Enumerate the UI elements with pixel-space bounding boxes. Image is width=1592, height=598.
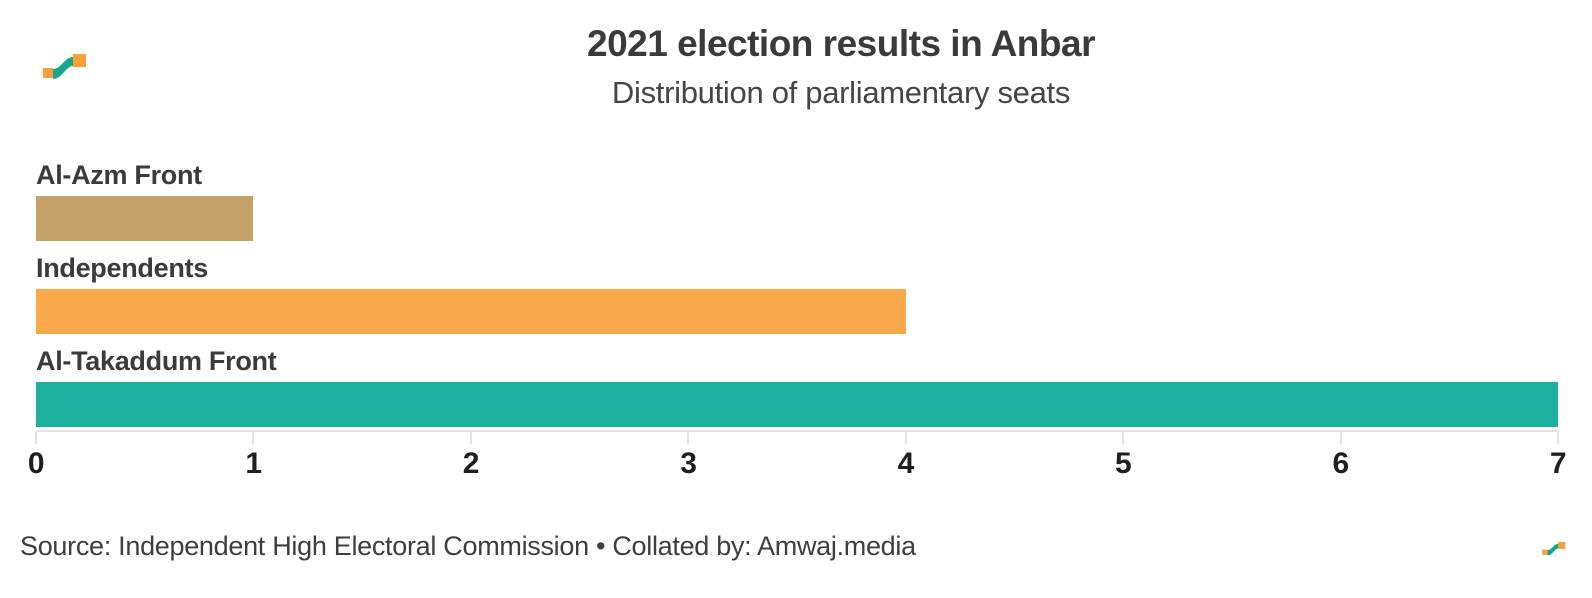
- bar-row-independents: Independents: [36, 253, 1558, 334]
- bar-label: Al-Takaddum Front: [36, 346, 277, 376]
- bar-label: Al-Azm Front: [36, 160, 202, 190]
- bar-al-azm-front: [36, 196, 254, 241]
- tick-label: 7: [1549, 447, 1567, 480]
- plot-area: Al-Azm Front Independents Al-Takaddum Fr…: [36, 160, 1558, 427]
- tick-mark: [1557, 432, 1559, 444]
- tick-mark: [1339, 432, 1342, 444]
- tick-label: 1: [245, 447, 262, 480]
- bar-label: Independents: [36, 253, 208, 283]
- amwaj-logo-icon: [43, 54, 86, 79]
- logo-square-large: [73, 54, 86, 67]
- bar-al-takaddum-front: [36, 382, 1558, 427]
- logo-square-small: [43, 68, 53, 78]
- tick-label: 0: [27, 447, 45, 480]
- amwaj-logo-small-icon: [1542, 542, 1566, 556]
- tick-label: 6: [1332, 447, 1349, 480]
- chart-subtitle: Distribution of parliamentary seats: [611, 75, 1071, 110]
- source-attribution: Source: Independent High Electoral Commi…: [20, 531, 916, 561]
- tick-mark: [35, 432, 37, 444]
- tick-label: 2: [462, 447, 480, 480]
- tick-mark: [687, 432, 690, 444]
- bar-row-al-takaddum-front: Al-Takaddum Front: [36, 346, 1558, 427]
- logo-square-large: [1558, 542, 1566, 549]
- tick-mark: [1122, 432, 1125, 444]
- x-axis-line: [36, 430, 1558, 432]
- tick-label: 5: [1115, 447, 1132, 480]
- tick-mark: [252, 432, 255, 444]
- tick-label: 4: [897, 447, 915, 480]
- bar-independents: [36, 289, 906, 334]
- chart-title: 2021 election results in Anbar: [587, 23, 1096, 64]
- logo-wave: [1547, 543, 1559, 556]
- logo-wave: [53, 57, 73, 79]
- tick-mark: [469, 432, 472, 444]
- bar-row-al-azm-front: Al-Azm Front: [36, 160, 1558, 241]
- tick-label: 3: [680, 447, 697, 480]
- logo-square-small: [1542, 549, 1548, 555]
- chart-header: 2021 election results in Anbar Distribut…: [90, 22, 1592, 112]
- tick-mark: [904, 432, 907, 444]
- x-axis: 0 1 2 3 4 5 6 7: [28, 430, 1567, 490]
